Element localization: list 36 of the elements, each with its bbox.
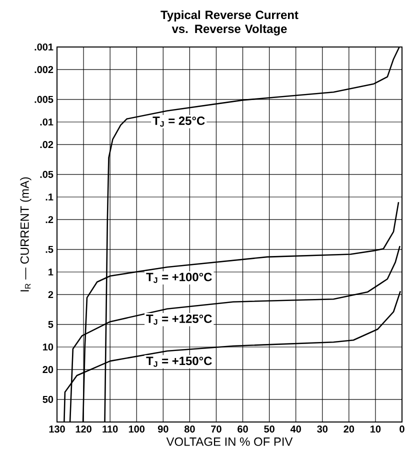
x-tick-label: 30 — [317, 426, 328, 433]
annotation: T$_{J}$ = +125°C — [146, 314, 212, 325]
y-tick-label: 10 — [43, 343, 54, 351]
y-tick-label: .1 — [46, 194, 54, 200]
x-tick-label: 10 — [370, 426, 381, 433]
y-tick-label: .02 — [40, 141, 54, 148]
annotation: T$_{J}$ = +100°C — [146, 272, 212, 283]
x-tick-label: 40 — [290, 426, 301, 433]
x-tick-label: 110 — [102, 426, 118, 433]
y-tick-label: .002 — [34, 66, 54, 74]
annotation: T$_{J}$ = 25°C — [152, 116, 205, 127]
y-tick-label: 50 — [42, 396, 54, 403]
x-tick-label: 60 — [238, 426, 248, 433]
x-tick-label: 90 — [158, 426, 168, 433]
x-tick-label: 0 — [400, 426, 404, 433]
x-tick-label: 50 — [264, 426, 274, 433]
y-tick-label: .01 — [40, 118, 54, 126]
y-tick-label: 2 — [48, 291, 54, 298]
x-tick-label: 70 — [211, 426, 222, 433]
y-axis-title: I$_{R}$ — CURRENT (mA) — [20, 177, 32, 292]
chart-title: Typical Reverse Current vs. Reverse Voltage — [160, 10, 298, 36]
y-tick-label: .5 — [46, 246, 54, 253]
y-tick-label: 1 — [48, 268, 54, 276]
x-tick-label: 20 — [344, 426, 354, 433]
y-tick-label: .05 — [40, 170, 54, 178]
x-tick-label: 100 — [128, 426, 145, 433]
x-axis-title: VOLTAGE IN % OF PIV — [166, 437, 293, 446]
x-tick-label: 130 — [49, 426, 65, 433]
y-tick-label: .001 — [34, 43, 54, 51]
x-tick-label: 120 — [76, 426, 92, 433]
y-tick-label: 20 — [42, 366, 54, 374]
annotation: T$_{J}$ = +150°C — [146, 356, 212, 367]
y-tick-label: .005 — [34, 96, 54, 103]
y-tick-label: 5 — [48, 320, 54, 328]
y-tick-label: .2 — [46, 216, 54, 224]
x-tick-label: 80 — [184, 426, 195, 433]
